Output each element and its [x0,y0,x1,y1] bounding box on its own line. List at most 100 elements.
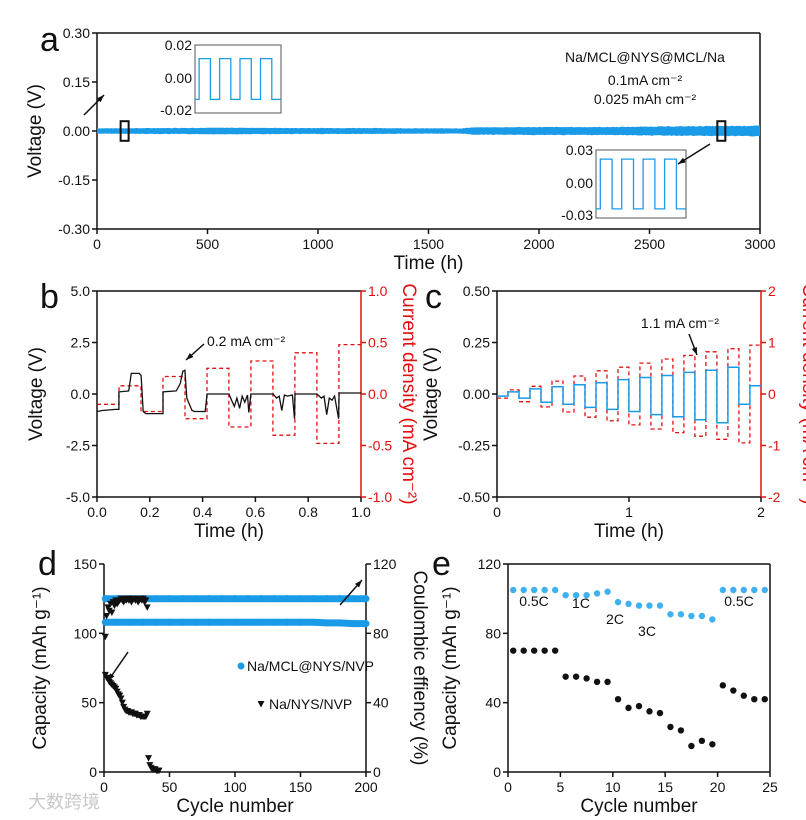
ce-triangle [108,609,116,617]
capacity-point [152,618,160,626]
rate-label: 2C [606,611,624,627]
zoom-marker-box [119,120,130,142]
annotation-label: 0.2 mA cm⁻² [207,333,286,349]
capacity-point [349,620,357,628]
y-tick-label: 0.00 [63,123,90,139]
x-axis-label: Cycle number [176,796,294,817]
capacity-point-mcl [541,586,548,594]
x-tick-label: 0.2 [140,504,160,520]
inset-arrow-head [96,95,104,103]
capacity-point-mcl [740,586,747,594]
y-axis-label: Capacity (mAh g⁻¹) [440,586,461,749]
y2-tick-label: 0.0 [368,386,388,402]
capacity-point [283,618,291,626]
y-tick-label: -0.25 [458,438,490,454]
rate-label: 1C [572,595,590,611]
capacity-point-mcl [751,586,758,594]
ce-point [166,595,173,603]
capacity-point [126,618,134,626]
x-tick-label: 1 [625,504,633,520]
capacity-point-mcl [604,588,611,595]
y2-axis-label: Coulombic effiency (%) [409,570,430,765]
x-tick-label: 2000 [523,236,554,252]
capacity-triangle [155,767,163,775]
capacity-point-nys [688,742,695,750]
ce-point [257,595,265,603]
inset-tick-label: 0.00 [165,70,192,86]
ce-triangle [103,613,111,620]
capacity-point-nys [761,696,768,703]
annotation-arrow-head [186,352,194,360]
capacity-point-nys [667,723,674,731]
x-tick-label: 0 [493,504,501,520]
capacity-point [205,618,213,626]
capacity-point-nys [614,696,622,703]
y2-tick-label: -1.0 [368,489,392,505]
y-tick-label: 0.0 [71,386,91,402]
ce-point [218,595,226,603]
y-tick-label: 40 [485,695,501,711]
ce-point [362,595,370,603]
x-tick-label: 50 [162,779,178,795]
panel-letter-a: a [40,21,59,59]
capacity-triangle [118,699,126,707]
y2-axis-label: Current density (mA cm⁻²) [398,283,419,504]
y2-tick-label: -1 [768,438,781,454]
y2-tick-label: 2 [768,283,776,299]
y-tick-label: 0 [493,764,501,780]
y-tick-label: 120 [478,556,502,572]
y-tick-label: 5.0 [71,283,91,299]
x-axis-label: Cycle number [580,796,698,817]
ce-point [192,595,200,603]
legend-label: Na/NYS/NVP [269,696,352,712]
y-tick-label: 0.00 [463,386,490,402]
capacity-point-mcl [698,612,706,620]
watermark: 大数跨境 [28,792,100,812]
capacity-point-mcl [531,586,538,594]
capacity-point [192,618,200,626]
capacity-point-mcl [688,612,695,620]
y-axis-label: Capacity (mAh g⁻¹) [30,586,51,749]
x-tick-label: 1000 [302,236,333,252]
ce-triangle [142,597,150,604]
y-tick-label: 100 [74,625,98,641]
x-tick-label: 200 [354,779,378,795]
x-axis-label: Time (h) [594,521,664,542]
y-tick-label: -0.30 [58,221,90,237]
capacity-point-nys [698,737,706,744]
y-tick-label: 50 [81,695,97,711]
x-tick-label: 0.8 [298,504,318,520]
capacity-triangle [143,710,151,718]
y2-tick-label: 120 [373,556,397,572]
capacity-point-mcl [572,592,580,599]
annotation-arrow-head [691,347,697,355]
x-axis-label: Time (h) [194,521,264,542]
x-tick-label: 0 [100,779,108,795]
ce-point [179,595,187,603]
y2-tick-label: -0.5 [368,438,392,454]
ce-point [349,595,357,603]
x-tick-label: 15 [657,779,673,795]
y2-tick-label: 40 [373,695,389,711]
capacity-point-mcl [562,592,569,599]
capacity-point [179,618,187,626]
capacity-point-nys [646,708,653,715]
ce-point [336,595,344,603]
capacity-point [231,618,239,626]
capacity-point-mcl [646,602,653,609]
ce-point [297,595,304,603]
panel-letter-c: c [425,278,442,316]
y-axis-label: Voltage (V) [421,347,442,441]
panel-letter-e: e [432,545,451,583]
x-tick-label: 2500 [634,236,665,252]
inset-square-wave [596,158,686,210]
capacity-point [218,618,226,626]
y2-tick-label: 0 [373,764,381,780]
x-tick-label: 0 [93,236,101,252]
inset-tick-label: -0.02 [160,102,192,118]
x-tick-label: 0.0 [87,504,107,520]
zoom-marker-box [716,120,727,142]
capacity-point-nys [604,678,611,686]
capacity-point-mcl [625,600,632,608]
ce-axis-arrow-head [354,580,362,588]
